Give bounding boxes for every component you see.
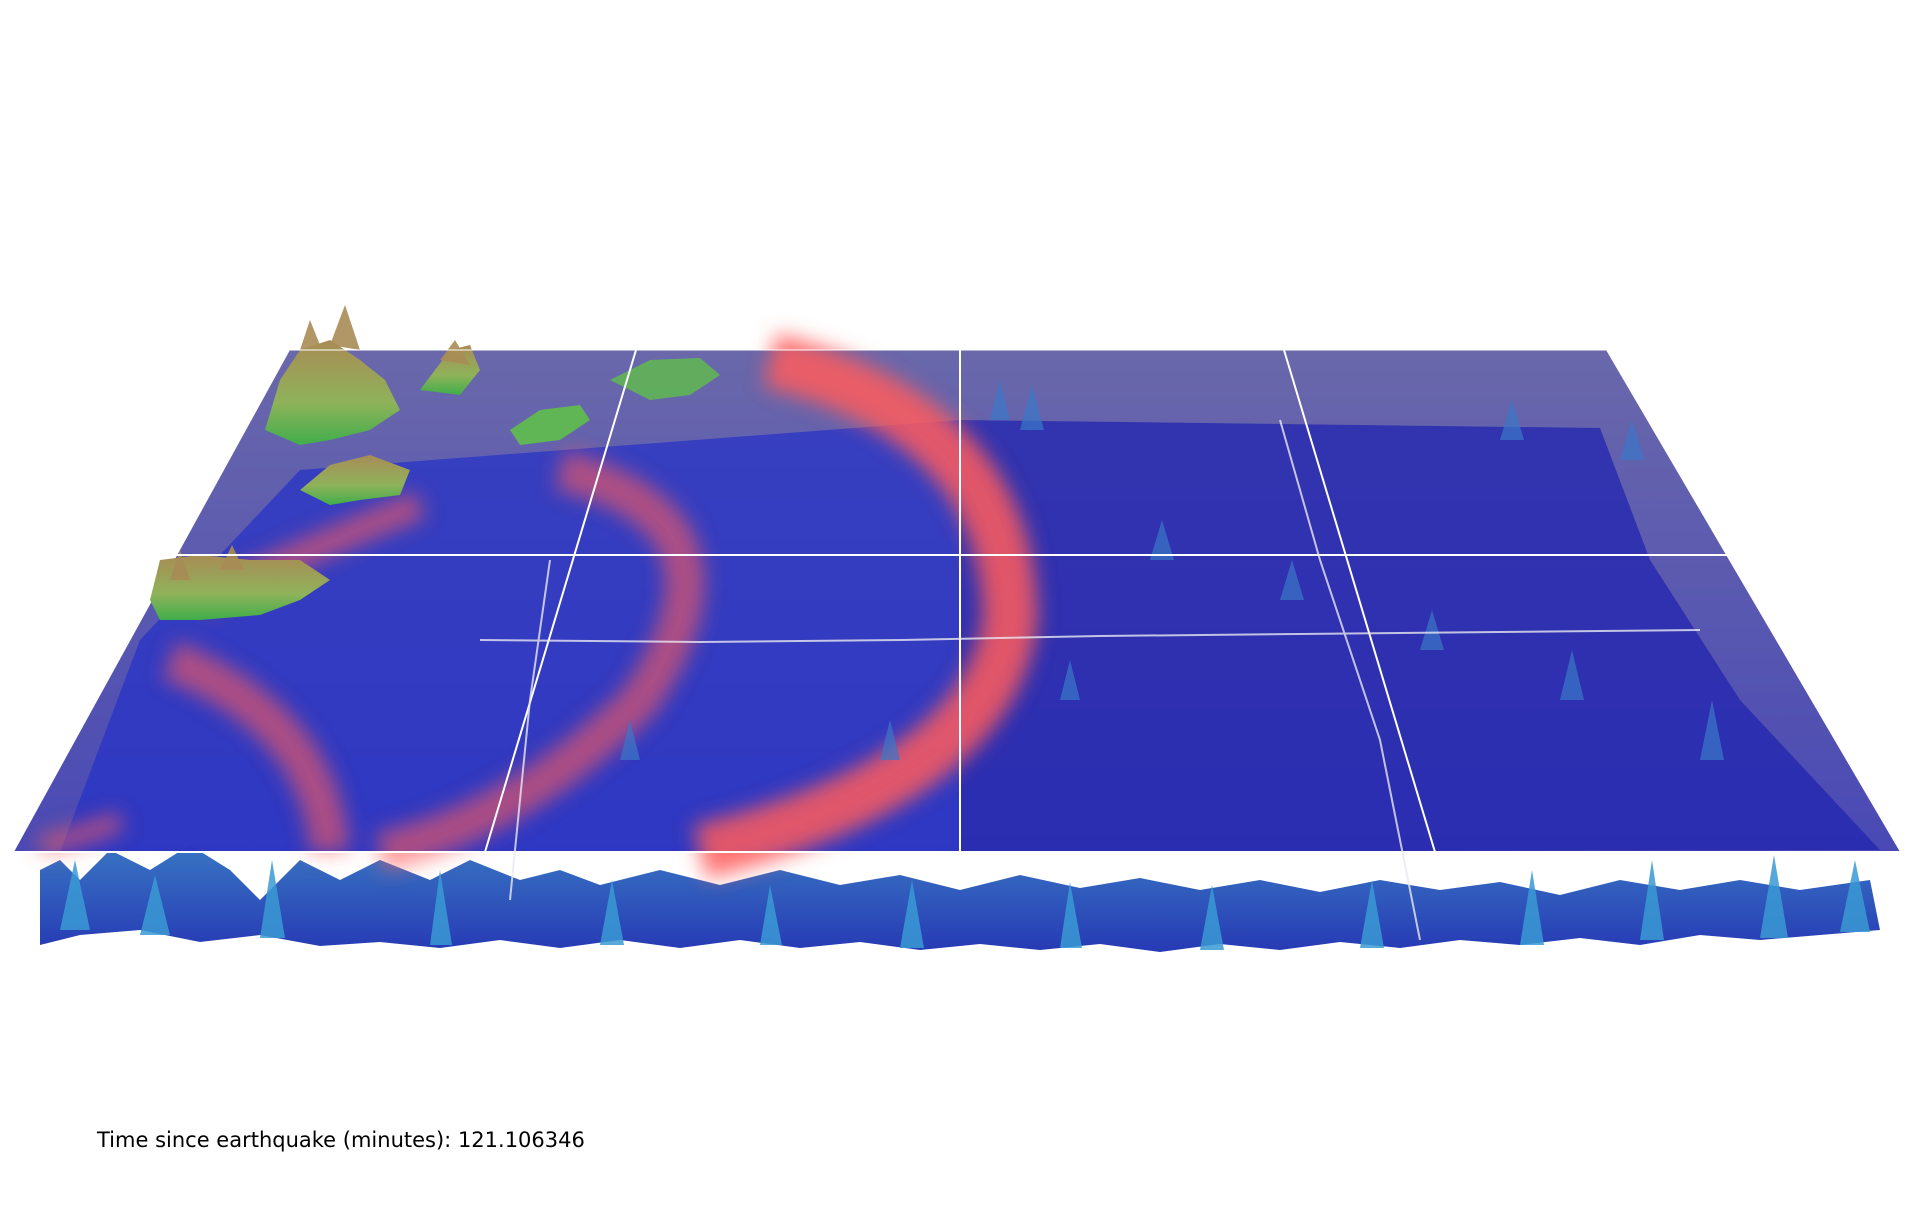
seafloor-spikes (620, 380, 1724, 760)
elapsed-time-label: Time since earthquake (minutes): (97, 1128, 452, 1152)
elapsed-time-value: 121.106346 (457, 1128, 585, 1152)
fault-trace (479, 419, 1701, 941)
tsunami-wavefront (38, 333, 1038, 879)
coastline-relief (150, 305, 720, 620)
plane-grid (14, 349, 1900, 853)
elapsed-time-caption: Time since earthquake (minutes): 121.106… (97, 1128, 585, 1152)
seafloor-relief (40, 845, 1880, 952)
